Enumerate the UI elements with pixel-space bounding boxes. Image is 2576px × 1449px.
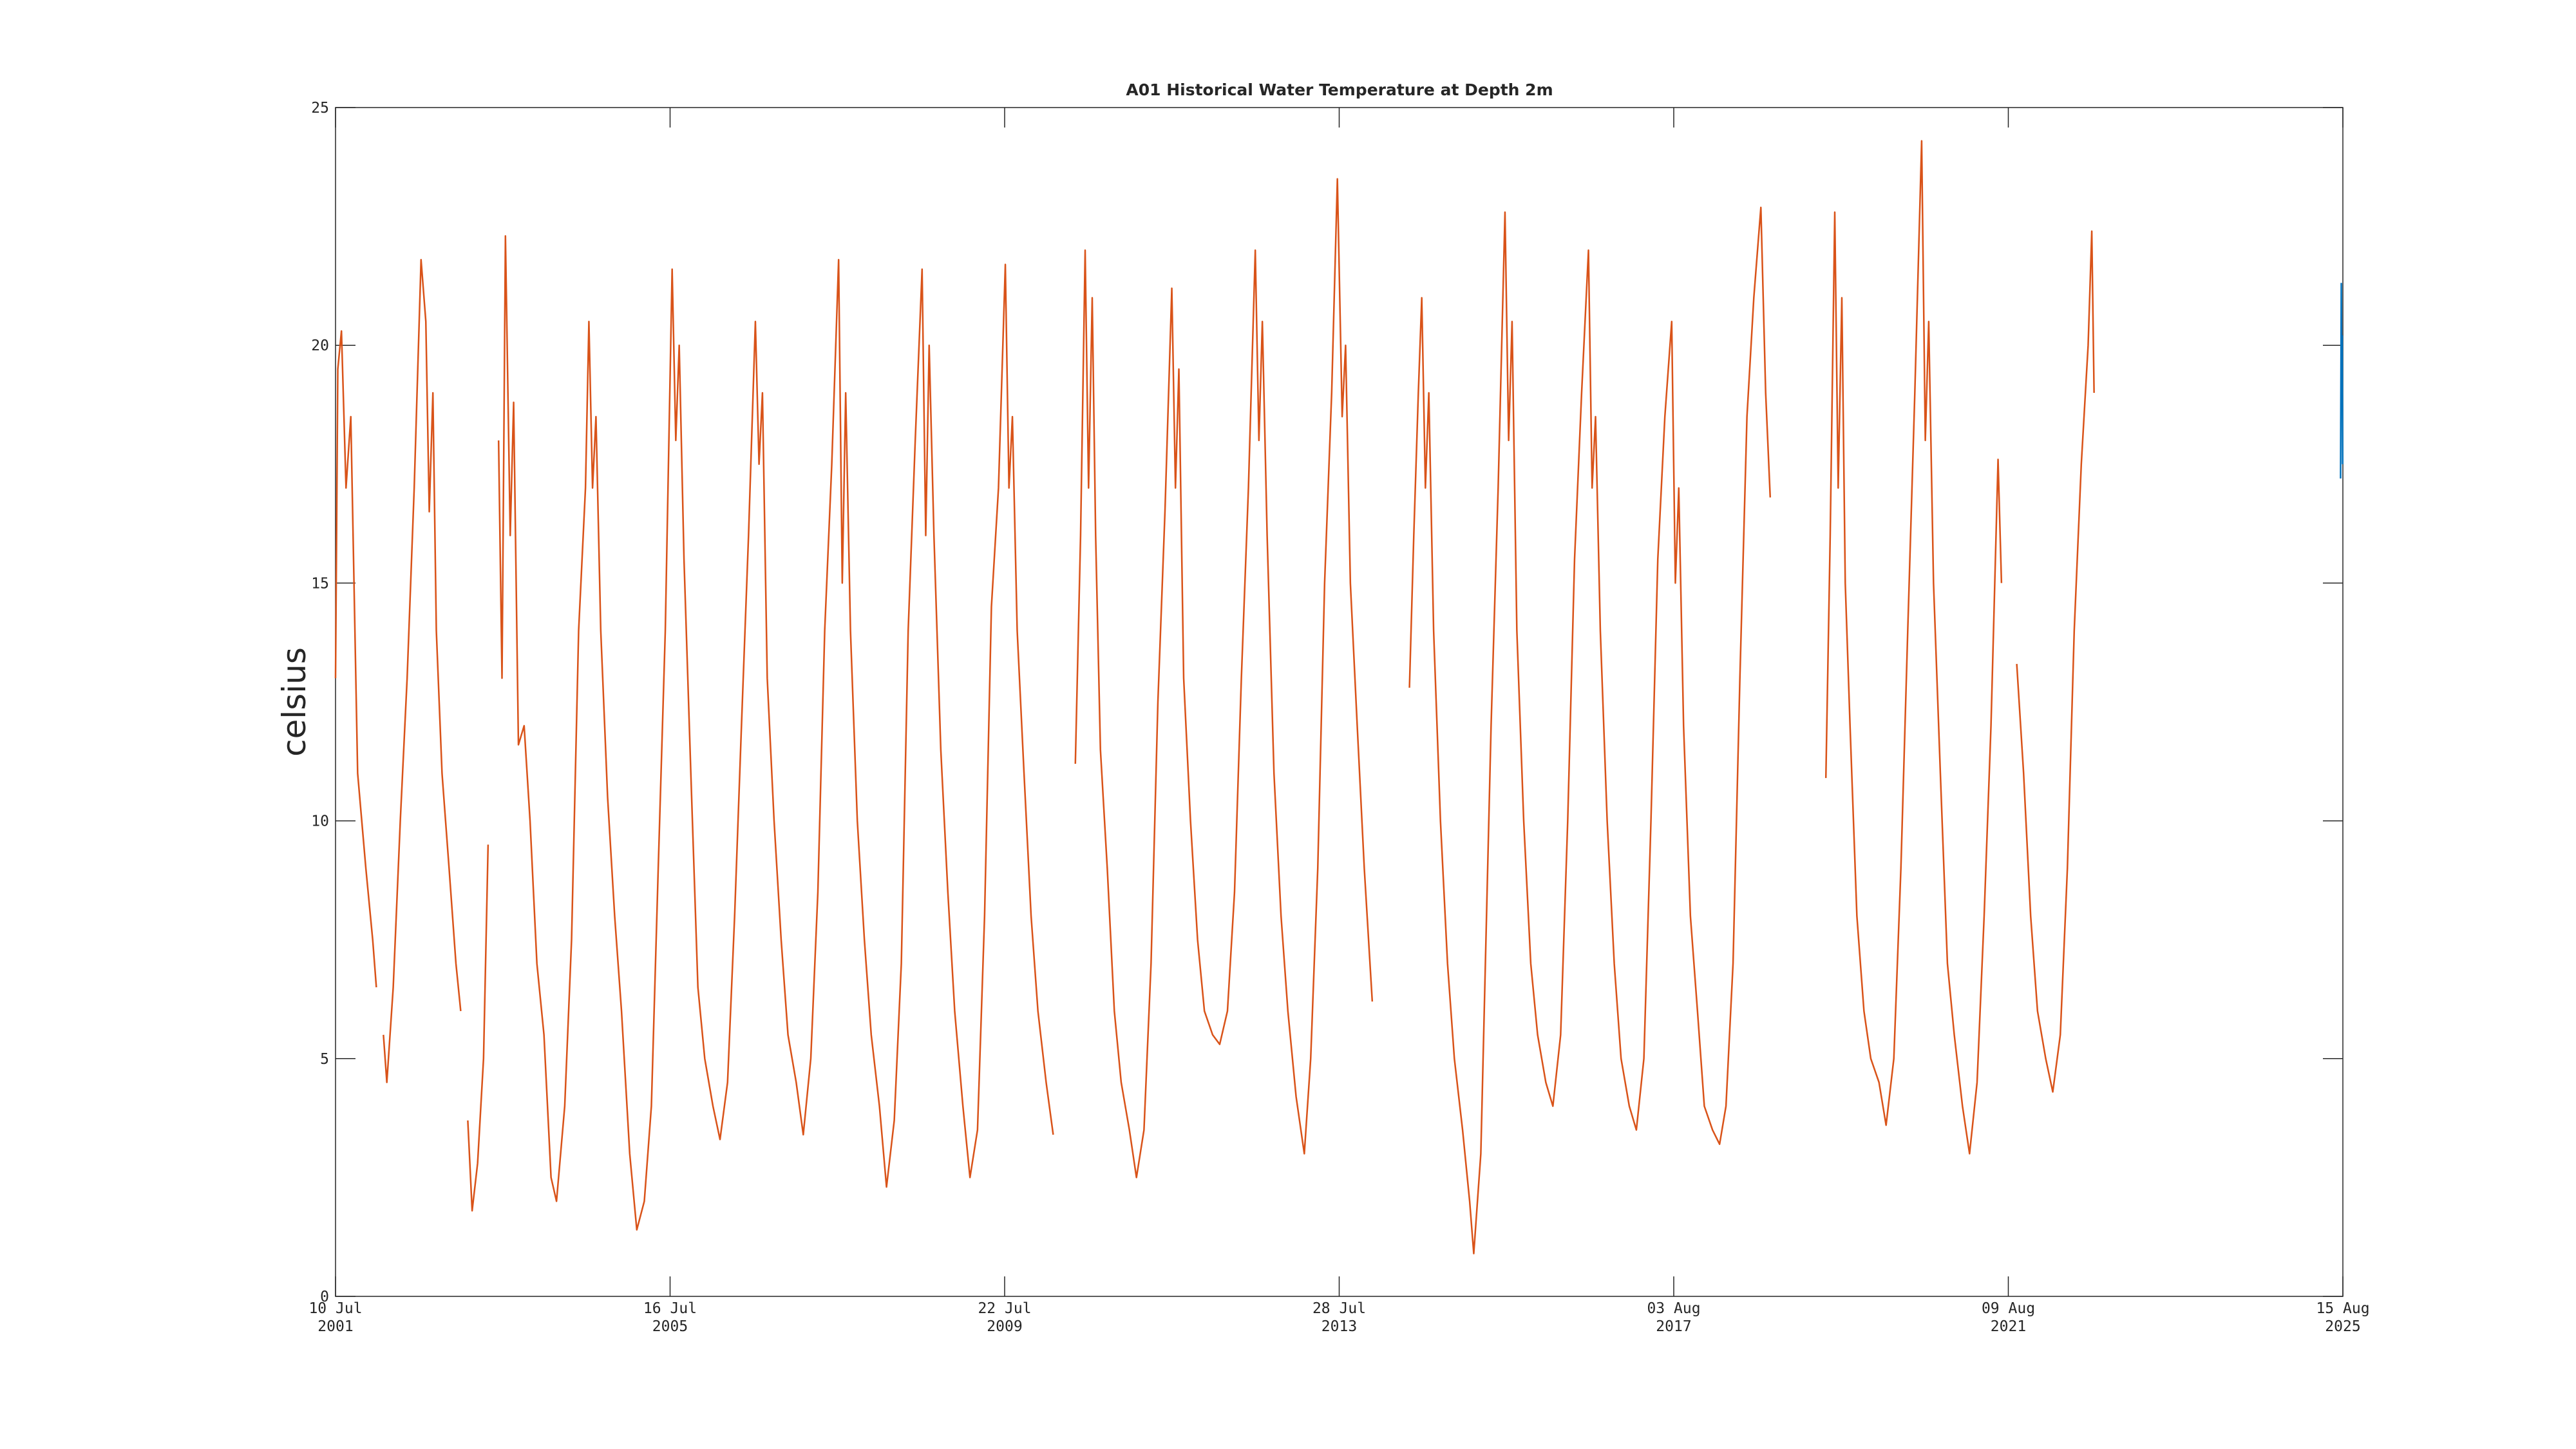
y-tick-label: 20 (311, 337, 329, 354)
x-tick-label: 28 Jul 2013 (1312, 1300, 1366, 1335)
y-tick-label: 25 (311, 100, 329, 117)
x-tick-label: 03 Aug 2017 (1647, 1300, 1700, 1335)
x-tick-label: 16 Jul 2005 (643, 1300, 697, 1335)
y-tick-label: 10 (311, 813, 329, 830)
x-tick-label: 10 Jul 2001 (308, 1300, 362, 1335)
x-tick-label: 22 Jul 2009 (978, 1300, 1031, 1335)
data-line (2340, 282, 2344, 478)
y-tick-label: 5 (320, 1051, 329, 1068)
x-tick-label: 09 Aug 2021 (1982, 1300, 2035, 1335)
data-line (334, 140, 2095, 1255)
y-tick-label: 0 (320, 1289, 329, 1305)
y-axis-label: celsius (276, 647, 313, 757)
chart-title: A01 Historical Water Temperature at Dept… (1126, 80, 1553, 99)
y-tick-label: 15 (311, 575, 329, 592)
x-tick-label: 15 Aug 2025 (2316, 1300, 2369, 1335)
